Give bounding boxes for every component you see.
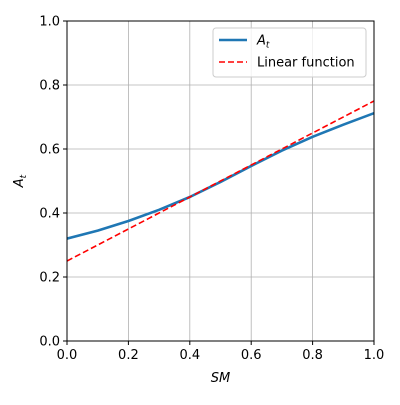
x-tick-label: 0.6	[241, 348, 262, 363]
legend: At Linear function	[212, 27, 367, 78]
x-tick-label: 0.0	[57, 348, 78, 363]
grid-layer	[66, 20, 375, 342]
x-tick-label: 0.2	[118, 348, 139, 363]
x-tick-label: 0.8	[302, 348, 323, 363]
y-tick-label: 0.6	[39, 143, 60, 158]
y-tick-label: 0.0	[39, 335, 60, 350]
y-tick-label: 1.0	[39, 15, 60, 30]
series-line-linear-function	[67, 100, 374, 262]
x-tick-label: 0.4	[179, 348, 200, 363]
legend-label-a-t: At	[256, 34, 270, 51]
legend-box	[212, 27, 367, 78]
y-axis-title: At	[12, 174, 29, 188]
series-layer	[67, 100, 374, 262]
x-axis-title: SM	[211, 371, 230, 386]
plot-frame	[66, 20, 375, 342]
y-tick-label: 0.8	[39, 79, 60, 94]
legend-label-linear-function: Linear function	[257, 56, 355, 71]
x-tick-label: 1.0	[364, 348, 385, 363]
y-tick-label: 0.4	[39, 207, 60, 222]
y-tick-label: 0.2	[39, 271, 60, 286]
tick-layer: 0.0 0.2 0.4 0.6 0.8 1.0 0.0 0.2 0.4 0.6 0.8 1.0	[39, 15, 384, 364]
series-line-a-t	[67, 111, 374, 240]
